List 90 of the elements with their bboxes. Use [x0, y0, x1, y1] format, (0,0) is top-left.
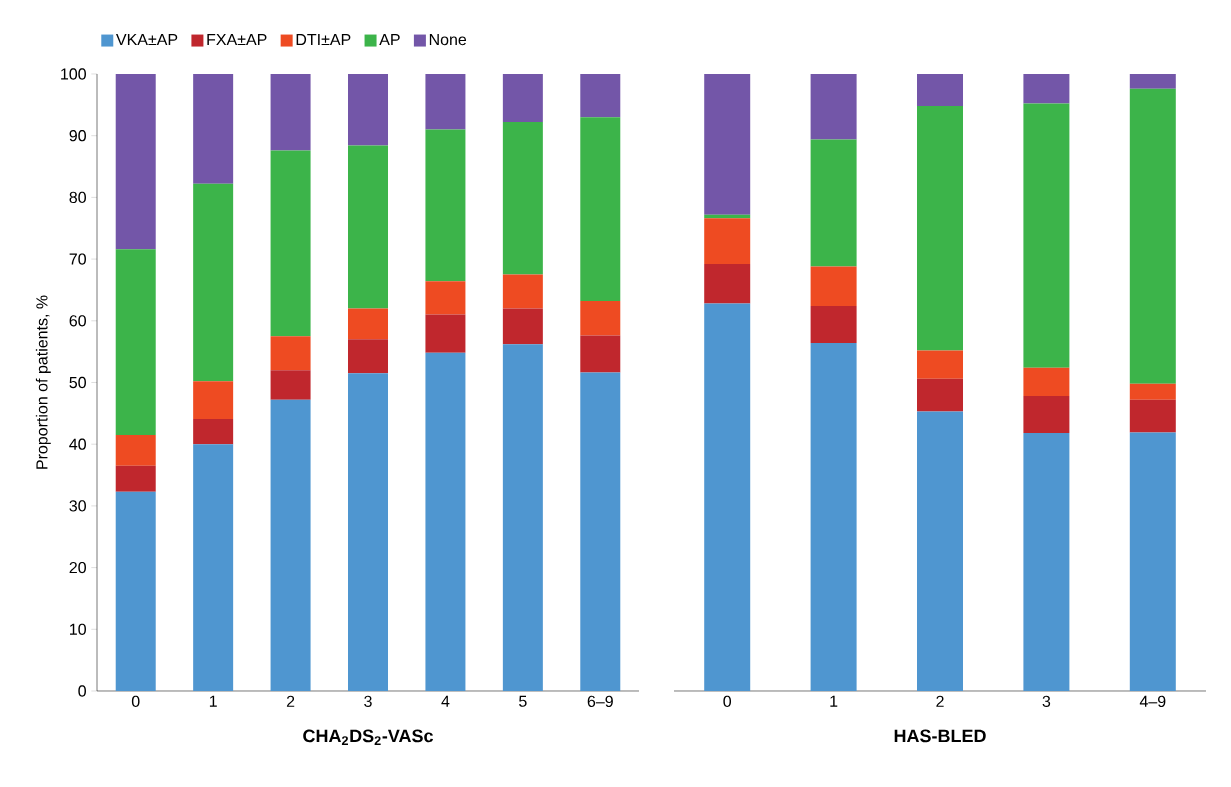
bar [810, 343, 857, 691]
bar [810, 139, 857, 267]
y-tick-label: 40 [69, 438, 86, 450]
x-tick-label: 3 [364, 695, 372, 708]
bar [425, 129, 466, 282]
bar [1129, 88, 1176, 384]
bar [348, 339, 388, 374]
bar [1129, 432, 1176, 691]
bar [810, 73, 857, 140]
bar [270, 150, 311, 337]
bar [810, 266, 857, 306]
bar [502, 344, 543, 691]
bar [1023, 103, 1070, 368]
bar [704, 303, 751, 691]
x-tick-label: 4–9 [1139, 695, 1166, 708]
x-tick-label: 0 [723, 695, 732, 708]
x-tick-label: 2 [936, 695, 944, 707]
bar [193, 444, 234, 691]
x-tick-label: 3 [1042, 695, 1051, 708]
bar [502, 308, 543, 345]
bar [1129, 383, 1176, 400]
x-tick-label: 1 [209, 695, 217, 707]
bar [425, 314, 466, 353]
bar [1023, 396, 1070, 434]
bar [115, 491, 156, 691]
bar [193, 418, 234, 445]
bar [917, 73, 964, 107]
bar [810, 305, 857, 343]
bar [348, 373, 388, 691]
bar [580, 73, 621, 118]
x-tick-label: 2 [286, 695, 295, 707]
bar [270, 399, 311, 691]
bar [348, 73, 388, 146]
x-tick-label: 4 [441, 695, 450, 707]
bar [1129, 73, 1176, 89]
y-tick-label: 10 [70, 623, 86, 635]
bar [1023, 433, 1070, 691]
bar [115, 465, 156, 492]
y-tick-label: 90 [69, 130, 86, 142]
x-tick-label: 6–9 [587, 695, 613, 708]
bar [917, 411, 964, 691]
bar [193, 183, 234, 382]
y-tick-label: 70 [69, 253, 86, 265]
x-axis-title: CHA$_{2}$DS$_{2}$-VASc [303, 729, 433, 745]
bar [580, 117, 621, 302]
bar [193, 381, 234, 419]
bar [1023, 73, 1070, 104]
bar [704, 218, 751, 265]
bar [193, 73, 234, 184]
y-tick-label: 30 [69, 500, 86, 512]
legend-label: DTI±AP [296, 34, 351, 46]
bar [580, 301, 621, 336]
bar [270, 336, 311, 371]
bar [270, 370, 311, 400]
x-tick-label: 1 [830, 695, 838, 707]
bar [580, 335, 621, 373]
y-tick-label: 0 [78, 685, 86, 697]
bar [580, 372, 621, 691]
x-axis-title: HAS-BLED [894, 729, 986, 743]
x-tick-label: 0 [131, 695, 140, 708]
legend-label: None [429, 34, 467, 46]
bar [115, 249, 156, 435]
bar [704, 73, 751, 215]
y-tick-label: 100 [61, 68, 86, 80]
y-tick-label: 80 [69, 191, 86, 204]
bar [115, 73, 156, 250]
y-tick-label: 20 [69, 561, 86, 574]
bar [348, 308, 388, 340]
bar [704, 264, 751, 304]
bar [425, 281, 466, 315]
bar [917, 106, 964, 351]
bar [425, 352, 466, 691]
legend-label: AP [379, 34, 400, 46]
x-tick-label: 5 [519, 695, 527, 707]
bar [115, 434, 156, 466]
bar [502, 73, 543, 123]
bar [1023, 367, 1070, 397]
bar [348, 145, 388, 309]
y-tick-label: 60 [69, 315, 86, 327]
bar [1129, 399, 1176, 433]
y-axis-title: Proportion of patients, % [35, 295, 51, 469]
bar [917, 350, 964, 379]
legend-label: FXA±AP [207, 34, 267, 46]
bar [917, 378, 964, 412]
legend-label: VKA±AP [116, 34, 178, 46]
y-tick-label: 50 [69, 376, 86, 389]
bar [425, 73, 466, 130]
bar [270, 73, 311, 151]
bar [502, 122, 543, 275]
bar [502, 274, 543, 309]
